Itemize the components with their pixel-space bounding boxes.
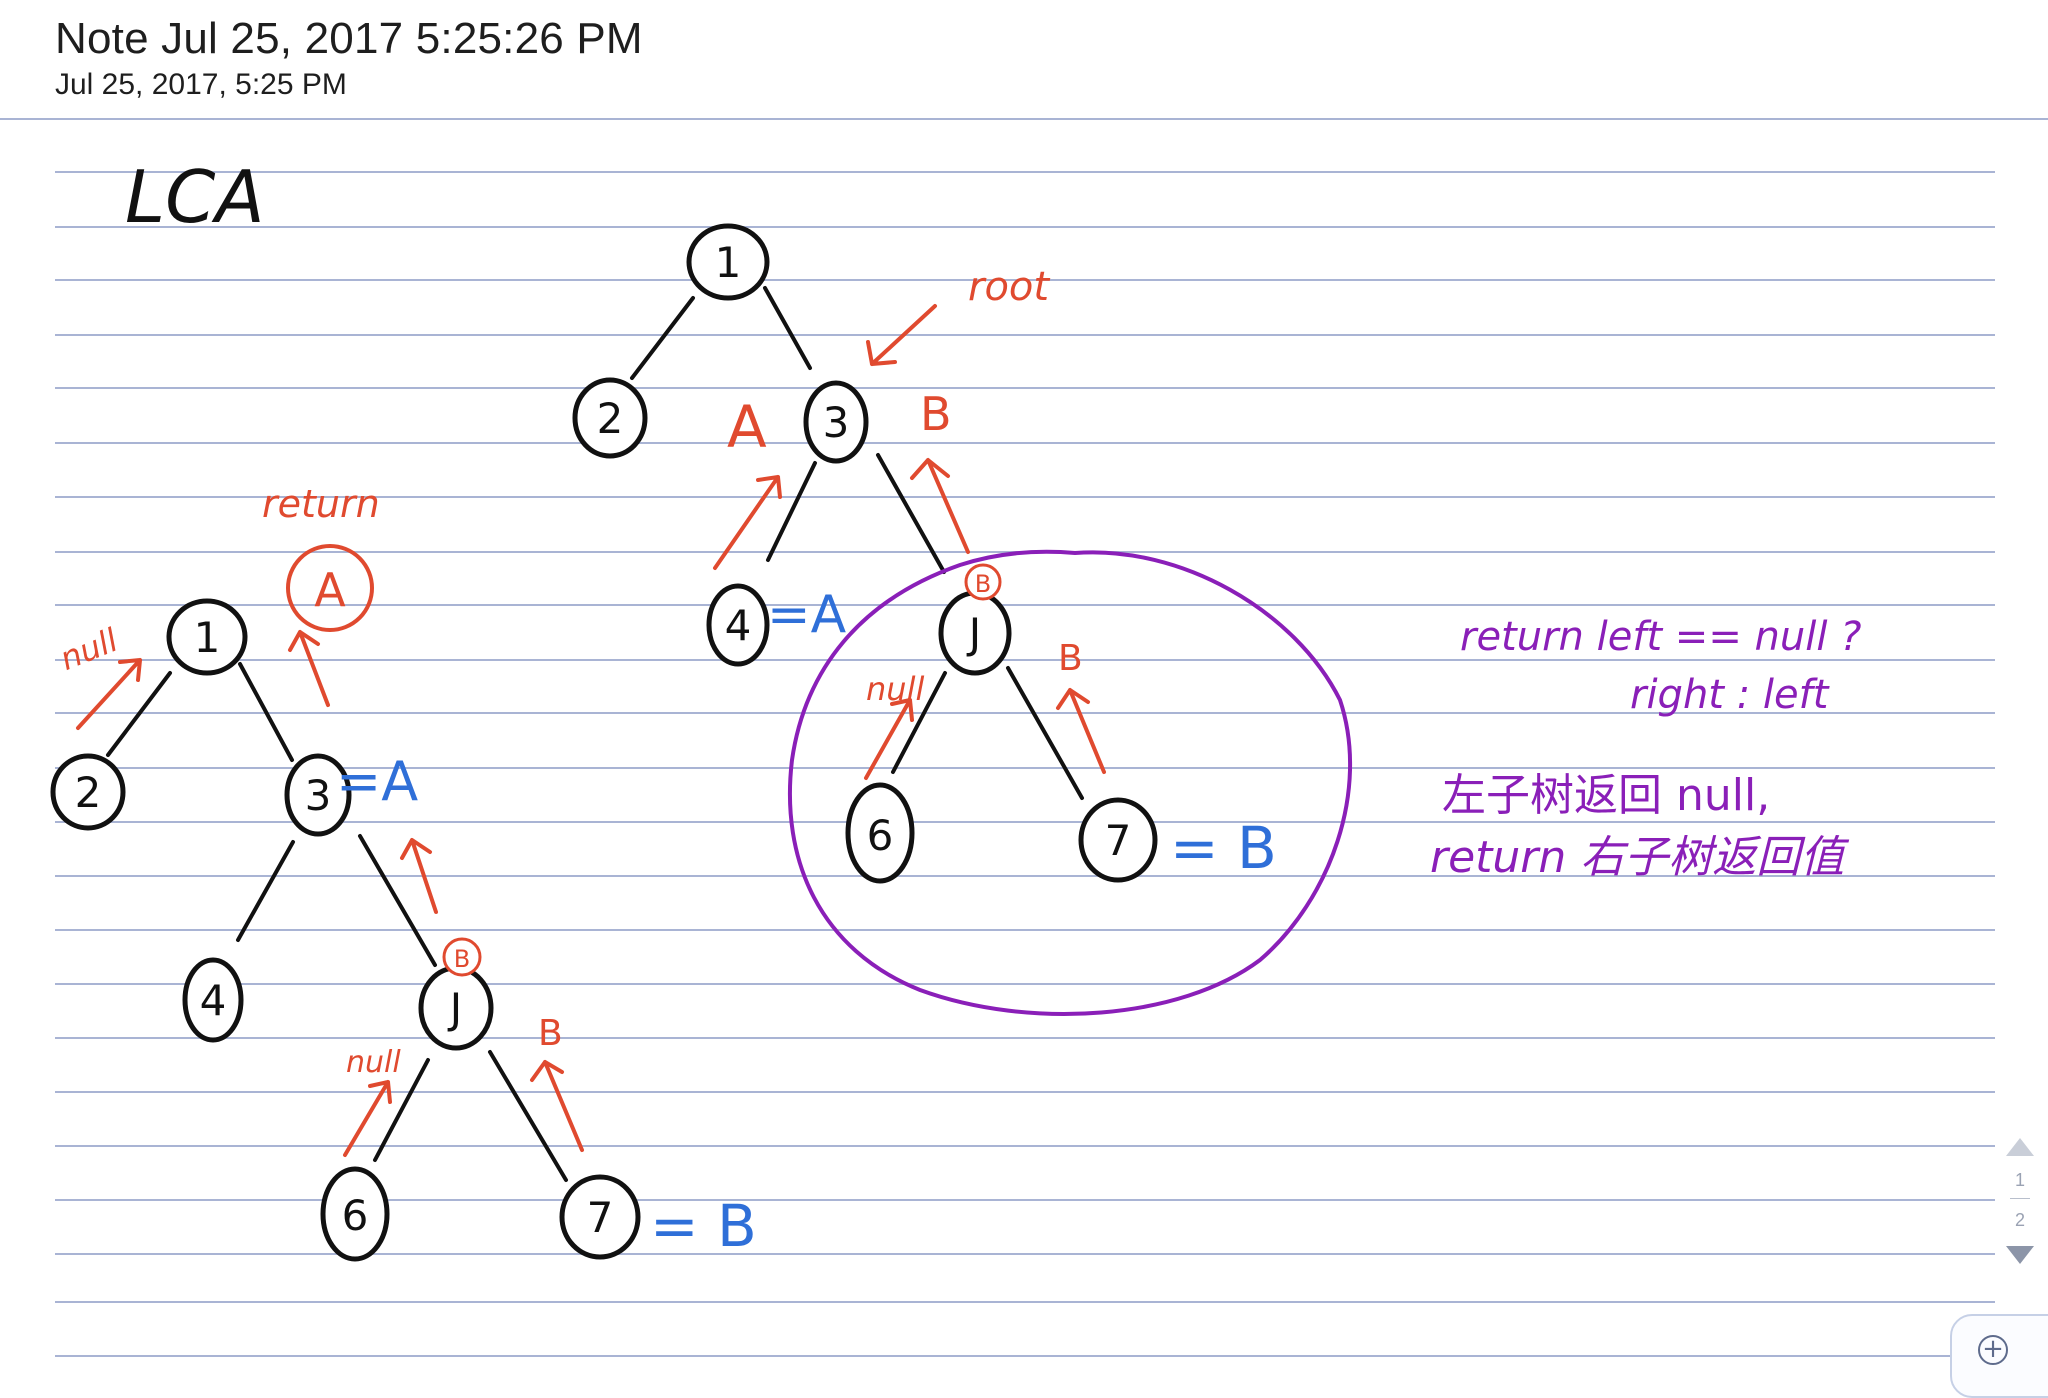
l-node-2-label: 2 <box>75 768 102 817</box>
l-label-null-top: null <box>55 621 123 678</box>
l-node-1-label: 1 <box>194 613 221 662</box>
r-node-1-label: 1 <box>715 238 742 287</box>
l-node-4 <box>182 957 244 1043</box>
l-circle-a-label: A <box>314 563 346 617</box>
r-node-7-label: 7 <box>1105 816 1132 865</box>
l-badge-b-label: B <box>454 945 470 973</box>
root-label: root <box>968 264 1050 310</box>
highlight-circle <box>787 549 1353 1016</box>
r-label-b2: B <box>1058 638 1083 679</box>
l-node-7 <box>559 1174 641 1260</box>
left-tree <box>106 662 568 1182</box>
page-current: 1 <box>2014 1170 2025 1190</box>
r-node-6-label: 6 <box>867 811 894 860</box>
page-up-icon[interactable] <box>2006 1138 2034 1156</box>
r-node-4-label: 4 <box>725 601 752 650</box>
r-node-3-label: 3 <box>823 398 850 447</box>
l-node-3-label: 3 <box>305 771 332 820</box>
heading-lca: LCA <box>125 155 265 239</box>
right-tree <box>630 286 1084 800</box>
r-label-a: A <box>727 393 767 461</box>
note-line-1: return left == null ? <box>1460 614 1861 660</box>
l-label-return: return <box>262 482 380 526</box>
r-node-2 <box>572 377 648 459</box>
page-divider <box>2010 1198 2030 1199</box>
right-tree-nodes <box>572 223 1158 884</box>
r-node-4 <box>706 583 770 667</box>
page-down-icon[interactable] <box>2006 1246 2034 1264</box>
r-node-2-label: 2 <box>597 394 624 443</box>
r-node-1 <box>686 223 770 301</box>
l-label-eq-b: = B <box>650 1192 757 1260</box>
r-node-7 <box>1078 797 1158 883</box>
r-node-5-label: J <box>966 609 981 658</box>
right-tree-arrows <box>713 304 1106 780</box>
page-navigator: 1 2 <box>1998 1132 2042 1270</box>
note-line-3: 左子树返回 null, <box>1442 770 1770 821</box>
r-node-6 <box>845 782 915 884</box>
l-node-4-label: 4 <box>200 976 227 1025</box>
l-node-6 <box>320 1166 390 1262</box>
page-total: 2 <box>2014 1210 2025 1230</box>
note-date: Jul 25, 2017, 5:25 PM <box>55 68 347 101</box>
l-node-1 <box>166 598 248 676</box>
ruled-lines <box>55 171 1995 1357</box>
l-node-2 <box>50 753 126 831</box>
note-title[interactable]: Note Jul 25, 2017 5:25:26 PM <box>55 14 643 63</box>
l-label-eq-a: =A <box>336 750 418 813</box>
note-canvas[interactable]: LCA 1 2 3 4 J 6 7 root A B null <box>0 0 2048 1369</box>
r-badge-b-label: B <box>975 570 991 598</box>
l-badge-b <box>442 937 482 977</box>
left-tree-arrows <box>76 630 584 1157</box>
note-line-4: return 右子树返回值 <box>1430 832 1849 883</box>
note-line-2: right : left <box>1630 672 1830 718</box>
l-node-6-label: 6 <box>342 1191 369 1240</box>
r-node-3 <box>803 380 869 464</box>
l-label-null: null <box>346 1045 401 1080</box>
left-tree-nodes <box>50 598 641 1262</box>
r-badge-b <box>964 563 1002 601</box>
r-label-eq-a: =A <box>767 585 847 645</box>
l-node-3 <box>284 753 352 837</box>
r-label-eq-b: = B <box>1170 814 1277 882</box>
l-label-b: B <box>538 1013 563 1054</box>
l-node-5-label: J <box>447 984 462 1033</box>
zoom-in-icon[interactable]: + <box>1978 1335 2008 1365</box>
l-node-7-label: 7 <box>587 1193 614 1242</box>
note-header: Note Jul 25, 2017 5:25:26 PM Jul 25, 201… <box>0 0 2048 120</box>
r-label-b: B <box>920 387 952 441</box>
r-label-null: null <box>866 670 924 708</box>
l-circle-a <box>286 544 374 632</box>
